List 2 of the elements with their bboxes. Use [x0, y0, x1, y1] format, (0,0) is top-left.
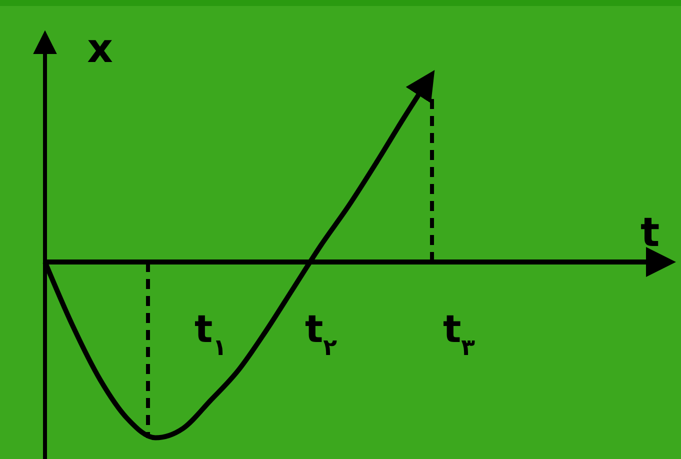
y-axis-title: x: [87, 26, 114, 72]
x-axis-title: t: [640, 210, 660, 256]
